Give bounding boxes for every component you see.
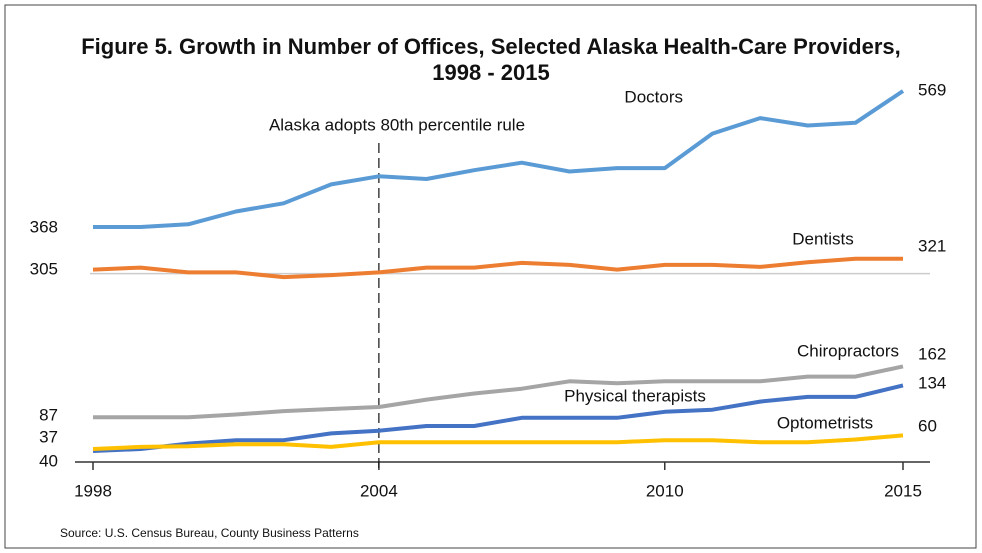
chart-title: Figure 5. Growth in Number of Offices, S… (81, 34, 901, 59)
x-tick-label: 2015 (884, 481, 922, 500)
line (93, 364, 904, 420)
series-label: Doctors (624, 87, 683, 106)
x-tick-label: 1998 (74, 481, 112, 500)
line (92, 383, 904, 453)
chart-subtitle: 1998 - 2015 (432, 60, 549, 85)
value-label: 87 (39, 405, 58, 424)
annotation: Alaska adopts 80th percentile rule (269, 115, 525, 134)
value-label: 40 (39, 451, 58, 470)
value-label: 162 (918, 344, 946, 363)
line (92, 433, 904, 451)
value-label: 60 (918, 416, 937, 435)
series-label: Optometrists (777, 413, 873, 432)
frame (4, 4, 977, 549)
series-label: Chiropractors (797, 341, 899, 360)
value-label: 305 (30, 259, 58, 278)
x-tick-label: 2010 (646, 481, 684, 500)
value-label: 134 (918, 373, 946, 392)
series-label: Physical therapists (564, 386, 706, 405)
value-label: 569 (918, 80, 946, 99)
value-label: 37 (39, 427, 58, 446)
source: Source: U.S. Census Bureau, County Busin… (60, 526, 359, 540)
value-label: 368 (30, 217, 58, 236)
series-label: Dentists (792, 229, 853, 248)
line (93, 89, 905, 229)
value-label: 321 (918, 236, 946, 255)
line (92, 256, 903, 280)
x-tick-label: 2004 (360, 481, 398, 500)
